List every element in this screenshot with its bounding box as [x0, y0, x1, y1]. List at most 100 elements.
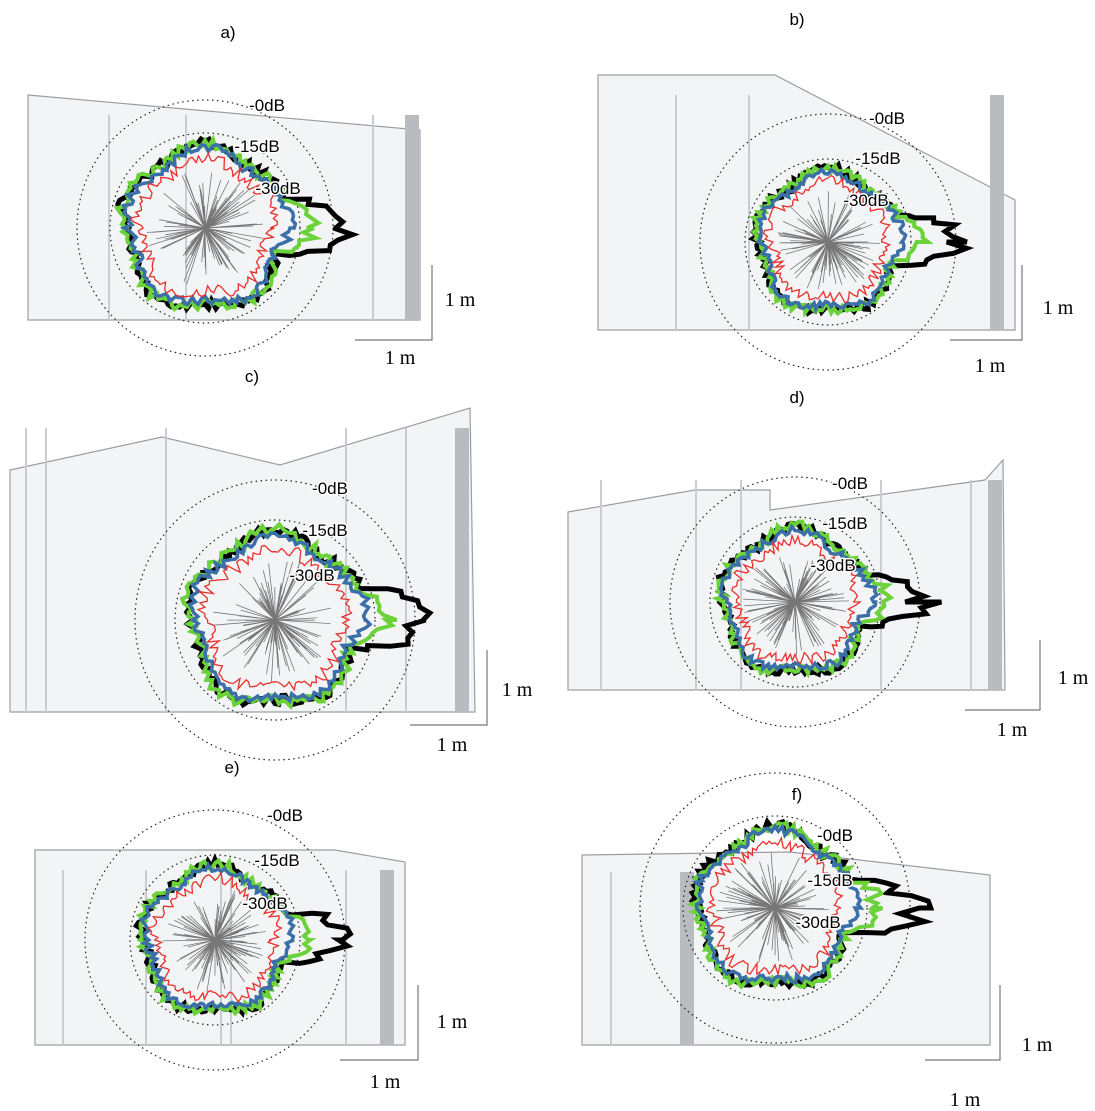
curve-red [196, 544, 353, 692]
level-circle [639, 772, 911, 1044]
panel-label: d) [789, 388, 804, 407]
level-circle [744, 158, 912, 326]
panel: b) -0dB -15dB -30dB 1 m 1 m [597, 10, 1074, 377]
wall-panel [600, 480, 602, 690]
level-label: -15dB [302, 521, 347, 540]
scale-horizontal: 1 m [370, 1071, 401, 1093]
level-label: -15dB [855, 149, 900, 168]
wall-panel [230, 870, 232, 1045]
curve-blue [187, 531, 373, 705]
level-label: -30dB [289, 566, 334, 585]
scale-horizontal: 1 m [997, 719, 1028, 741]
level-label: -0dB [312, 479, 348, 498]
curve-red [129, 151, 279, 298]
scale-vertical: 1 m [437, 1011, 468, 1033]
curve-blue [138, 860, 296, 1012]
scale-bar [950, 265, 1023, 341]
curve-red [705, 835, 844, 977]
scale-vertical: 1 m [502, 679, 533, 701]
wall-panel [45, 428, 47, 712]
scale-vertical: 1 m [445, 289, 476, 311]
level-label: -0dB [267, 806, 303, 825]
level-circle [129, 854, 301, 1026]
curve-blue [755, 166, 908, 314]
scale-bar [965, 640, 1041, 711]
level-circle [109, 132, 301, 324]
panel-label: c) [245, 367, 259, 386]
curve-blue [718, 523, 880, 673]
wall-panel [610, 872, 612, 1045]
panel: f) -0dB -15dB -30dB 1 m 1 m [581, 772, 1053, 1111]
panel-label: a) [220, 23, 235, 42]
wall-panel [345, 870, 347, 1045]
curve-gray [162, 890, 266, 992]
level-circle [76, 99, 334, 357]
scale-horizontal: 1 m [437, 734, 468, 756]
curve-green [179, 521, 398, 711]
scale-bar [340, 985, 419, 1061]
room-wall [27, 94, 421, 321]
level-label: -15dB [254, 851, 299, 870]
wall-panel [145, 870, 147, 1045]
wall-panel [165, 428, 167, 712]
panel-label: b) [789, 10, 804, 29]
curve-gray [742, 557, 849, 656]
level-label: -30dB [843, 191, 888, 210]
wall-panel [740, 480, 742, 690]
scale-bar [355, 265, 433, 341]
scale-horizontal: 1 m [975, 355, 1006, 377]
wall-panel [62, 870, 64, 1045]
wall-panel [372, 115, 374, 320]
level-label: -15dB [822, 514, 867, 533]
scale-vertical: 1 m [1043, 297, 1074, 319]
curve-gray [716, 852, 829, 963]
level-circle [709, 516, 881, 688]
wall-panel [970, 480, 972, 690]
wall-panel [675, 95, 677, 330]
wall-panel [220, 870, 222, 1045]
level-label: -30dB [242, 894, 287, 913]
level-label: -15dB [807, 871, 852, 890]
wall-panel [108, 115, 110, 320]
level-label: -0dB [869, 109, 905, 128]
curve-blue [119, 142, 298, 307]
wall-panel [380, 870, 394, 1045]
scale-vertical: 1 m [1022, 1034, 1053, 1056]
curve-gray [146, 172, 264, 285]
level-label: -0dB [832, 474, 868, 493]
level-circle [134, 479, 416, 761]
scale-horizontal: 1 m [385, 347, 416, 369]
scale-vertical: 1 m [1058, 667, 1089, 689]
curve-gray [777, 191, 881, 290]
wall-panel [405, 428, 407, 712]
panel-label: f) [792, 785, 802, 804]
level-label: -30dB [255, 179, 300, 198]
level-label: -0dB [249, 96, 285, 115]
level-label: -15dB [234, 137, 279, 156]
curve-red [762, 174, 892, 304]
panel: a) -0dB -15dB -30dB 1 m 1 m [27, 23, 476, 369]
wall-panel [748, 95, 750, 330]
scale-horizontal: 1 m [950, 1089, 981, 1111]
level-label: -0dB [817, 826, 853, 845]
level-label: -30dB [810, 556, 855, 575]
wall-panel [990, 95, 1004, 330]
curve-gray [212, 561, 331, 682]
curve-red [147, 870, 283, 1003]
panel: d) -0dB -15dB -30dB 1 m 1 m [567, 388, 1089, 741]
level-label: -30dB [795, 913, 840, 932]
wall-panel [988, 480, 1002, 690]
wall-panel [25, 428, 27, 712]
panel-label: e) [224, 758, 239, 777]
wall-panel [455, 428, 469, 712]
level-circle [682, 815, 868, 1001]
wall-panel [405, 115, 419, 320]
curve-red [731, 533, 862, 666]
wall-panel [695, 480, 697, 690]
scale-bar [410, 650, 488, 726]
level-circle [174, 519, 376, 721]
panel: c) -0dB -15dB -30dB 1 m 1 m [9, 367, 533, 761]
panel: e) -0dB -15dB -30dB 1 m 1 m [34, 758, 468, 1093]
curve-blue [692, 823, 865, 985]
